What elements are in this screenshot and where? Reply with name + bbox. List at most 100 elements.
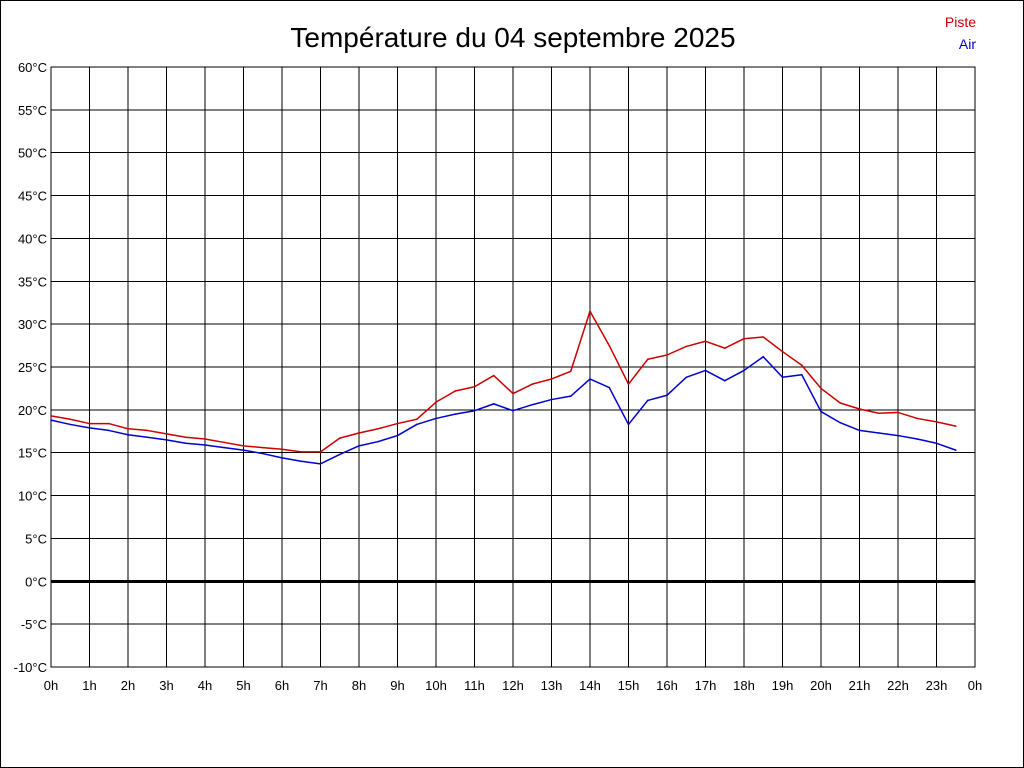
- data-point-air: [666, 394, 668, 397]
- data-point-air: [435, 417, 437, 420]
- series-line-piste: [50, 310, 956, 453]
- data-point-air: [685, 376, 688, 379]
- y-tick-label: 25°C: [18, 360, 47, 375]
- data-point-air: [377, 440, 380, 443]
- data-point-air: [531, 403, 534, 406]
- data-point-piste: [319, 451, 322, 453]
- data-point-air: [204, 444, 206, 446]
- data-point-air: [69, 423, 72, 426]
- data-point-piste: [242, 445, 245, 447]
- data-point-piste: [550, 378, 553, 380]
- y-axis-tick-labels: 60°C 55°C 50°C 45°C 40°C 35°C 30°C 25°C 20°C 15°C…: [14, 60, 47, 675]
- data-point-piste: [704, 340, 707, 343]
- data-point-air: [954, 449, 957, 451]
- data-point-piste: [916, 417, 919, 420]
- data-point-air: [396, 434, 399, 437]
- data-point-air: [184, 442, 187, 445]
- y-tick-label: 55°C: [18, 103, 47, 118]
- data-point-piste: [107, 422, 110, 425]
- data-point-piste: [473, 385, 476, 388]
- data-point-air: [916, 438, 919, 440]
- x-tick-label: 15h: [618, 678, 640, 693]
- data-point-piste: [627, 383, 630, 385]
- data-point-piste: [50, 415, 52, 417]
- data-point-piste: [743, 337, 745, 340]
- y-tick-label: 15°C: [18, 446, 47, 461]
- data-point-piste: [935, 421, 938, 423]
- data-point-air: [897, 434, 899, 437]
- x-tick-label: 21h: [849, 678, 871, 693]
- grid: [50, 66, 976, 668]
- data-point-air: [858, 429, 861, 432]
- data-point-piste: [762, 336, 765, 338]
- series-group: [50, 310, 957, 465]
- data-point-air: [338, 453, 341, 456]
- data-point-air: [608, 386, 611, 389]
- data-point-piste: [377, 427, 380, 430]
- data-point-air: [358, 445, 360, 447]
- data-point-air: [127, 433, 129, 436]
- data-point-piste: [858, 408, 861, 410]
- data-point-piste: [261, 446, 264, 449]
- legend: Piste Air: [945, 14, 976, 52]
- y-tick-label: 60°C: [18, 60, 47, 75]
- data-point-piste: [435, 401, 437, 403]
- data-point-air: [589, 378, 591, 380]
- x-tick-label: 11h: [464, 678, 485, 693]
- x-tick-label: 18h: [733, 678, 755, 693]
- y-tick-label: -10°C: [14, 660, 47, 675]
- y-tick-label: 45°C: [18, 189, 47, 204]
- y-tick-label: 30°C: [18, 317, 47, 332]
- data-point-piste: [454, 390, 457, 392]
- series-points-piste: [50, 310, 957, 453]
- x-tick-label: 16h: [656, 678, 678, 693]
- data-point-air: [704, 369, 707, 372]
- y-tick-label: 35°C: [18, 274, 47, 289]
- data-point-piste: [281, 448, 283, 451]
- data-point-air: [646, 399, 649, 402]
- y-tick-label: 50°C: [18, 146, 47, 161]
- x-tick-label: 7h: [313, 678, 327, 693]
- x-tick-label: 19h: [772, 678, 794, 693]
- data-point-air: [242, 449, 245, 451]
- data-point-air: [820, 410, 822, 413]
- series-points-air: [50, 355, 957, 465]
- data-point-air: [492, 403, 495, 405]
- data-point-air: [88, 427, 91, 429]
- y-tick-label: 10°C: [18, 489, 47, 504]
- data-point-piste: [666, 354, 668, 356]
- data-point-piste: [338, 437, 341, 439]
- data-point-piste: [531, 383, 534, 385]
- data-point-piste: [954, 425, 957, 427]
- y-tick-label: 0°C: [25, 574, 47, 589]
- x-tick-label: 4h: [198, 678, 212, 693]
- data-point-air: [146, 436, 149, 439]
- data-point-air: [223, 446, 226, 449]
- data-point-air: [839, 421, 842, 424]
- x-tick-label: 0h: [44, 678, 58, 693]
- data-point-piste: [165, 433, 168, 435]
- data-point-air: [627, 423, 630, 426]
- data-point-air: [415, 423, 418, 426]
- data-point-air: [877, 432, 880, 434]
- x-tick-label: 2h: [121, 678, 135, 693]
- data-point-air: [473, 409, 476, 412]
- x-tick-label: 10h: [425, 678, 447, 693]
- data-point-air: [743, 369, 745, 372]
- x-tick-label: 17h: [695, 678, 717, 693]
- data-point-piste: [820, 387, 822, 390]
- x-tick-label: 20h: [810, 678, 832, 693]
- data-point-piste: [781, 350, 784, 353]
- x-tick-label: 14h: [579, 678, 601, 693]
- y-tick-label: 5°C: [25, 531, 47, 546]
- x-tick-label: 22h: [887, 678, 909, 693]
- x-tick-label: 13h: [541, 678, 563, 693]
- data-point-piste: [69, 418, 72, 421]
- data-point-air: [261, 452, 264, 455]
- data-point-air: [319, 463, 322, 465]
- data-point-piste: [569, 370, 572, 373]
- data-point-air: [762, 355, 765, 358]
- x-tick-label: 9h: [390, 678, 404, 693]
